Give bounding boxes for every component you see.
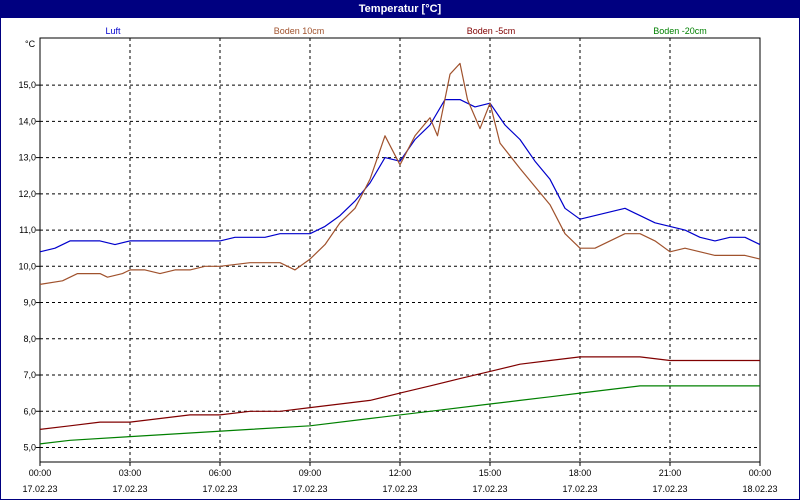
- y-tick-label: 6,0: [23, 406, 36, 416]
- x-tick-time-label: 12:00: [389, 468, 412, 478]
- x-tick-date-label: 17.02.23: [112, 484, 147, 494]
- series-line: [39, 62, 761, 285]
- y-tick-label: 5,0: [23, 443, 36, 453]
- chart-title: Temperatur [°C]: [0, 0, 800, 18]
- series-line: [39, 98, 761, 253]
- legend-entry: Boden -5cm: [467, 26, 516, 36]
- grid: [40, 38, 760, 462]
- x-tick-time-label: 21:00: [659, 468, 682, 478]
- x-tick-time-label: 00:00: [29, 468, 52, 478]
- series-line: [39, 356, 760, 430]
- y-axis-label: °C: [25, 39, 36, 49]
- y-tick-label: 11,0: [19, 225, 36, 235]
- y-tick-label: 9,0: [23, 298, 36, 308]
- y-tick-label: 10,0: [18, 261, 36, 271]
- x-tick-date-label: 17.02.23: [202, 484, 237, 494]
- x-tick-date-label: 17.02.23: [652, 484, 687, 494]
- x-tick-time-label: 09:00: [299, 468, 322, 478]
- x-tick-time-label: 15:00: [479, 468, 502, 478]
- x-tick-time-label: 03:00: [119, 468, 142, 478]
- x-tick-date-label: 17.02.23: [22, 484, 57, 494]
- legend: Luft Boden 10cm Boden -5cm Boden -20cm: [105, 26, 706, 36]
- legend-entry: Boden 10cm: [274, 26, 325, 36]
- x-tick-date-label: 17.02.23: [562, 484, 597, 494]
- y-tick-label: 15,0: [18, 80, 36, 90]
- x-tick-time-label: 00:00: [749, 468, 772, 478]
- legend-entry: Luft: [105, 26, 121, 36]
- x-tick-time-label: 06:00: [209, 468, 232, 478]
- x-tick-date-label: 17.02.23: [472, 484, 507, 494]
- y-axis-ticks: 5,0 6,0 7,0 8,0 9,0 10,0 11,0 12,0 13,0 14,0 15,0: [18, 80, 40, 453]
- x-tick-date-label: 18.02.23: [742, 484, 777, 494]
- series-line: [39, 385, 760, 445]
- y-tick-label: 7,0: [23, 370, 36, 380]
- y-tick-label: 8,0: [23, 334, 36, 344]
- series-lines: [39, 62, 761, 445]
- x-tick-date-label: 17.02.23: [382, 484, 417, 494]
- y-tick-label: 13,0: [18, 153, 36, 163]
- y-tick-label: 12,0: [18, 189, 36, 199]
- y-tick-label: 14,0: [18, 116, 36, 126]
- x-tick-date-label: 17.02.23: [292, 484, 327, 494]
- x-tick-time-label: 18:00: [569, 468, 592, 478]
- x-axis-ticks: 00:00 17.02.23 03:00 17.02.23 06:00 17.02.23 0…: [22, 462, 778, 494]
- legend-entry: Boden -20cm: [653, 26, 707, 36]
